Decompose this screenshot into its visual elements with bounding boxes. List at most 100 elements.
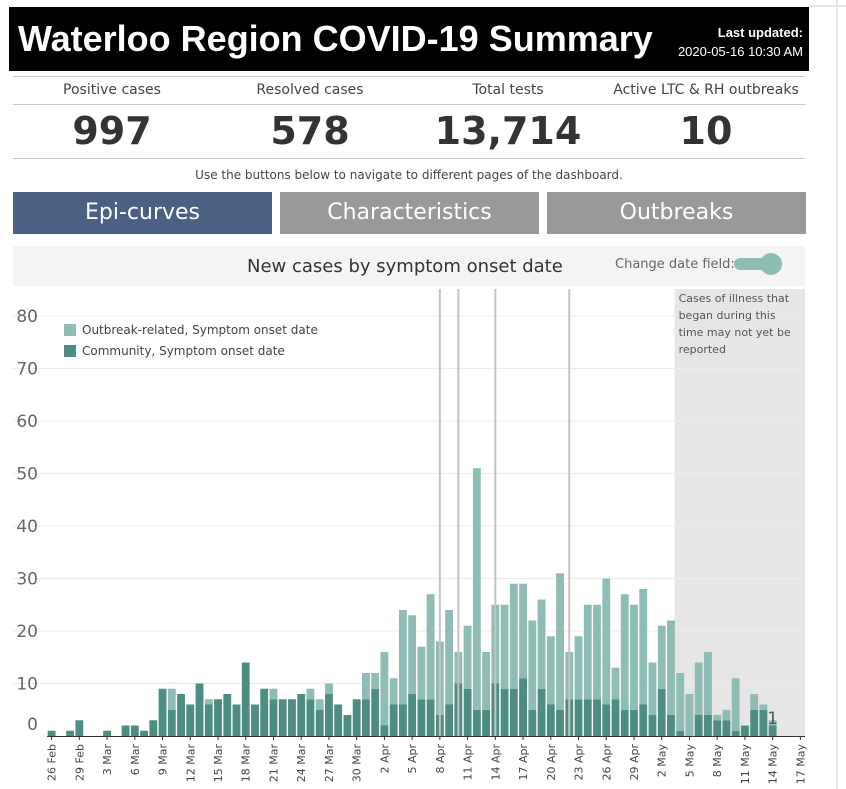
navigation-hint: Use the buttons below to navigate to dif… [195,168,623,182]
x-tick-label: 18 Mar [240,744,253,783]
bar-community [297,694,306,736]
bar-outbreak [509,583,518,689]
bar-outbreak [630,604,638,710]
bar-outbreak [204,699,213,705]
bar-community [389,704,398,736]
bar-outbreak [408,615,417,694]
bar-outbreak [704,652,712,715]
x-tick-label: 3 Mar [101,744,114,776]
bar-community [325,694,333,736]
bar-outbreak [611,667,620,700]
bar-outbreak [426,594,435,700]
x-tick-label: 9 Mar [157,744,170,776]
bar-community [657,688,666,736]
frame-top-rule [810,5,846,7]
bar-outbreak [537,599,546,689]
x-tick-label: 24 Mar [295,744,308,783]
characteristics-button[interactable]: Characteristics [280,192,539,234]
bar-outbreak [639,589,648,705]
bar-outbreak [325,683,333,694]
x-tick-label: 5 Apr [406,744,419,774]
bar-community [500,688,509,736]
bar-community [417,699,426,736]
bar-outbreak [593,604,601,700]
incomplete-data-region [674,289,805,736]
chart-title: New cases by symptom onset date [247,256,563,277]
outbreaks-button[interactable]: Outbreaks [547,192,806,234]
bar-outbreak [389,678,398,705]
incomplete-data-note: began during this [679,309,776,322]
bar-outbreak [528,620,537,710]
bar-community [482,709,491,736]
x-tick-label: 5 May [683,744,696,778]
bar-outbreak [361,673,370,700]
toggle-knob[interactable] [760,253,782,275]
y-tick-label: 80 [16,307,38,327]
bar-outbreak [315,699,324,710]
x-tick-label: 8 May [711,744,724,778]
bar-community [260,688,269,736]
bar-outbreak [685,694,694,736]
bar-community [140,730,148,736]
legend-swatch [64,345,76,357]
bar-community [223,694,232,736]
bar-outbreak [602,578,611,705]
bar-community [722,720,731,736]
bar-community [713,720,722,736]
bar-community [204,704,213,736]
bar-outbreak [731,678,740,731]
bar-community [103,730,112,736]
bar-community [288,699,296,736]
bar-community [667,715,675,736]
bar-community [574,699,583,736]
x-tick-label: 11 Apr [462,744,475,781]
x-tick-label: 2 Apr [378,744,391,774]
legend-label: Community, Symptom onset date [82,344,285,358]
bar-community [639,704,648,736]
bar-community [676,730,685,736]
bar-outbreak [667,620,675,715]
x-tick-label: 26 Apr [600,744,613,781]
x-tick-label: 27 Mar [323,744,336,783]
bar-outbreak [676,673,685,731]
bar-community [519,678,527,736]
bar-community [269,699,278,736]
stat-value: 997 [72,109,152,153]
last-updated-value: 2020-05-16 10:30 AM [677,44,803,59]
bar-community [731,730,740,736]
bar-community [278,699,287,736]
x-tick-label: 29 Apr [628,744,641,781]
x-tick-label: 11 May [739,744,752,785]
x-tick-label: 17 May [794,744,807,785]
dashboard-header: Waterloo Region COVID-19 Summary Last up… [9,7,809,71]
bar-community [593,699,601,736]
epi-curves-button[interactable]: Epi-curves [13,192,272,234]
bar-outbreak [620,594,629,710]
bar-outbreak [694,662,703,715]
bar-community [121,725,130,736]
legend-label: Outbreak-related, Symptom onset date [82,323,318,337]
bar-community [546,704,555,736]
bar-community [232,704,241,736]
stat-value: 10 [679,109,733,153]
bar-community [306,699,315,736]
bar-outbreak [546,636,555,705]
bar-community [241,662,250,736]
bar-outbreak [472,468,481,710]
bar-outbreak [722,709,731,721]
bar-community [611,699,620,736]
legend-swatch [64,324,76,336]
bar-community [768,725,777,736]
x-tick-label: 29 Feb [73,744,86,781]
frame-right-rule [836,0,838,789]
stat-value: 13,714 [434,109,582,153]
y-tick-label: 0 [27,715,38,735]
bar-outbreak [759,704,768,710]
y-tick-label: 70 [16,360,38,380]
bar-community [704,715,712,736]
date-field-toggle[interactable] [734,253,782,275]
y-tick-label: 20 [16,622,38,642]
bar-community [398,704,407,736]
bar-community [602,704,611,736]
bar-community [214,699,222,736]
